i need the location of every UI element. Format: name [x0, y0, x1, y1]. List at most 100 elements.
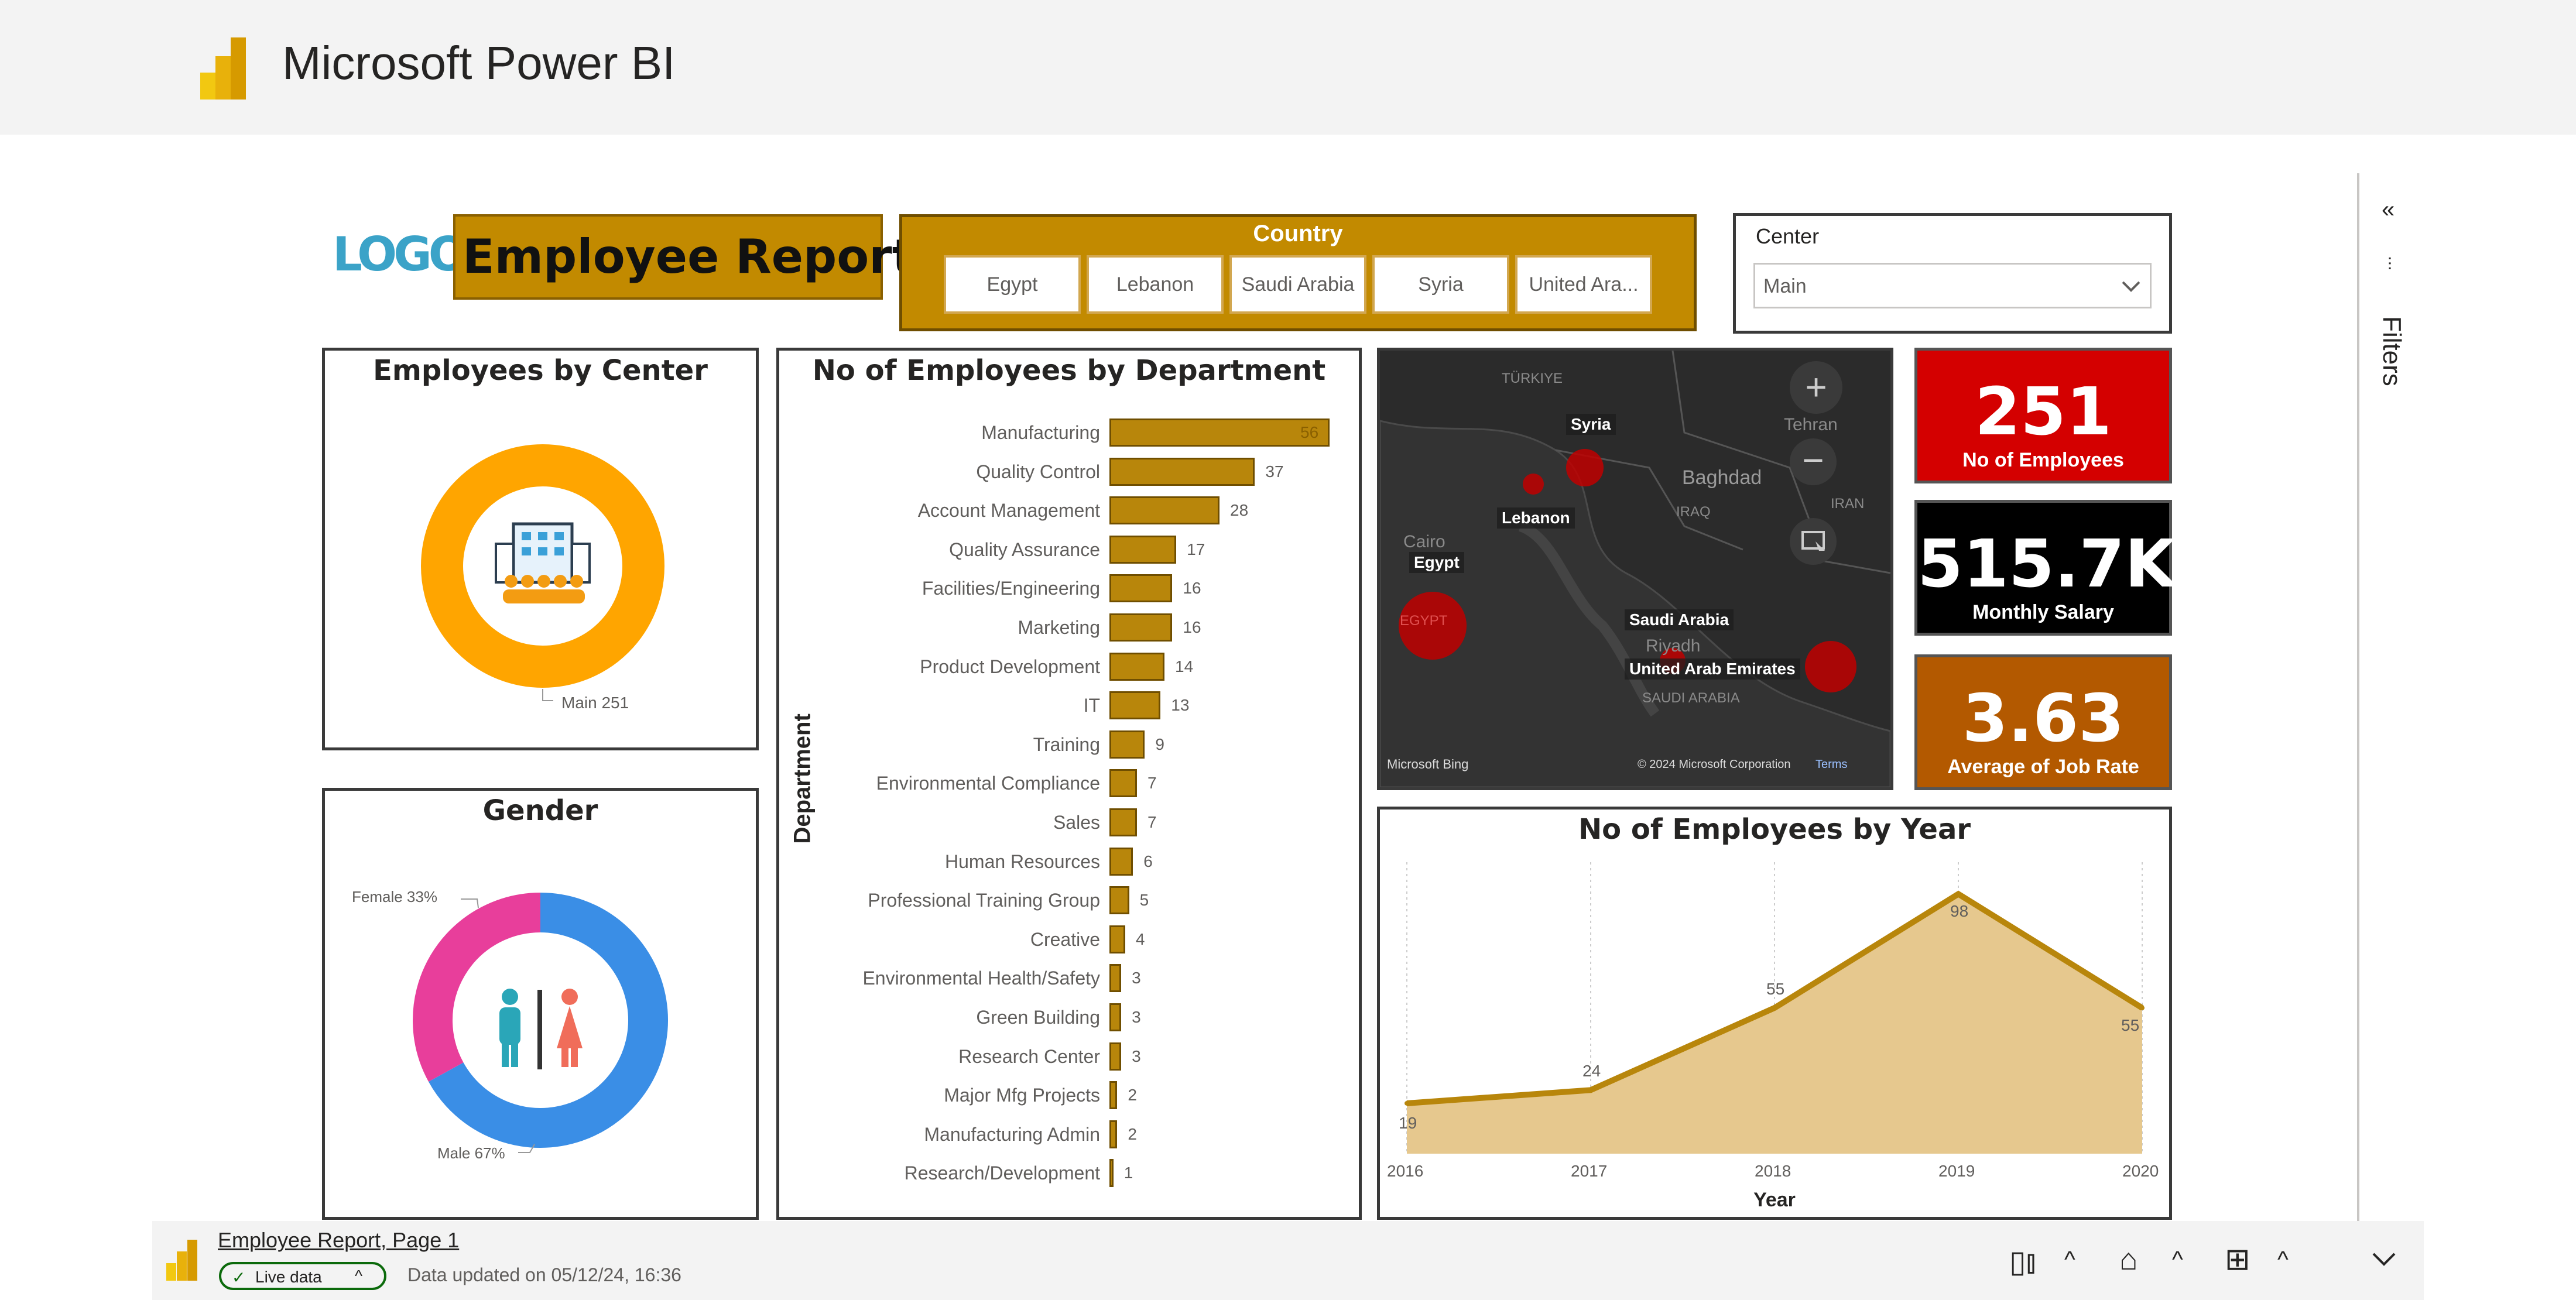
department-bar[interactable] [1109, 808, 1137, 836]
employees-by-center-title: Employees by Center [373, 354, 708, 387]
department-value-label: 13 [1171, 696, 1190, 715]
department-bar[interactable] [1109, 691, 1161, 720]
employees-by-center-card: Employees by Center Main 251 [322, 348, 759, 750]
department-bar[interactable] [1109, 419, 1330, 447]
country-option-uae[interactable]: United Ara... [1515, 255, 1652, 314]
gender-title: Gender [482, 794, 598, 827]
year-value-label: 55 [2121, 1016, 2140, 1034]
power-bi-logo-icon [200, 37, 246, 100]
department-label: Manufacturing [981, 422, 1100, 443]
department-bar[interactable] [1109, 1159, 1114, 1188]
department-value-label: 6 [1143, 852, 1153, 870]
year-value-label: 98 [1950, 902, 1969, 921]
department-value-label: 16 [1183, 579, 1201, 598]
map-label-iraq: IRAQ [1676, 504, 1711, 520]
chevron-down-icon [2122, 281, 2140, 292]
year-point [1772, 1006, 1777, 1010]
department-bar[interactable] [1109, 613, 1173, 642]
year-axis-label: Year [1753, 1189, 1796, 1211]
male-slice [429, 893, 668, 1148]
map-label-uae: United Arab Emirates [1625, 658, 1800, 680]
lasso-select-icon [1801, 531, 1825, 551]
filters-pane-label[interactable]: Filters [2378, 316, 2406, 386]
chevron-down-icon-footer[interactable] [2371, 1250, 2397, 1268]
country-option-egypt[interactable]: Egypt [944, 255, 1081, 314]
country-option-lebanon[interactable]: Lebanon [1087, 255, 1224, 314]
map-label-cairo: Cairo [1403, 532, 1445, 551]
department-bar[interactable] [1109, 1003, 1122, 1031]
bubble-egypt [1399, 592, 1467, 660]
map-label-iran: IRAN [1831, 496, 1865, 512]
year-value-label: 55 [1766, 980, 1785, 998]
kpi-employees-card: 251 No of Employees [1914, 348, 2172, 483]
year-tick-label: 2018 [1755, 1162, 1791, 1180]
department-bar[interactable] [1109, 925, 1125, 953]
department-bar[interactable] [1109, 1042, 1122, 1071]
center-donut-ring [421, 444, 664, 688]
year-tick-label: 2019 [1938, 1162, 1975, 1180]
department-bar[interactable] [1109, 769, 1137, 798]
department-label: Environmental Health/Safety [862, 968, 1100, 989]
collapse-filters-button[interactable]: « [2382, 197, 2395, 222]
department-value-label: 7 [1147, 813, 1157, 831]
visual-analytics-icon[interactable]: ▯⫾ [2009, 1245, 2036, 1279]
department-bar[interactable] [1109, 886, 1129, 915]
department-label: IT [1083, 695, 1100, 716]
center-dropdown-value: Main [1763, 275, 1807, 297]
department-value-label: 5 [1139, 891, 1149, 910]
department-label: Product Development [920, 656, 1100, 677]
center-dropdown[interactable]: Main [1753, 263, 2152, 308]
department-bar[interactable] [1109, 496, 1220, 525]
report-title-banner: Employee Report [453, 214, 914, 300]
format-brush-icon[interactable]: ⌂ [2119, 1243, 2138, 1277]
kpi-salary-label: Monthly Salary [1972, 601, 2114, 623]
map-terms-link[interactable]: Terms [1815, 758, 1848, 771]
country-option-syria[interactable]: Syria [1372, 255, 1509, 314]
department-label: Professional Training Group [868, 890, 1100, 911]
department-bar[interactable] [1109, 652, 1164, 681]
bubble-uae [1805, 641, 1856, 692]
filter-funnel-icon: ⫶ [2387, 255, 2392, 275]
page-name-link[interactable]: Employee Report, Page 1 [218, 1228, 460, 1252]
chevron-up-icon: ^ [355, 1267, 363, 1285]
department-value-label: 3 [1132, 969, 1141, 987]
year-chart-title: No of Employees by Year [1578, 813, 1971, 846]
department-bar[interactable] [1109, 535, 1177, 564]
year-tick-label: 2016 [1387, 1162, 1424, 1180]
department-bar[interactable] [1109, 1081, 1118, 1110]
kpi-employees-value: 251 [1975, 374, 2112, 450]
chevron-up-icon-1[interactable]: ^ [2064, 1247, 2075, 1272]
map-label-syria: Syria [1566, 414, 1616, 435]
department-bar[interactable] [1109, 574, 1173, 603]
department-label: Training [1033, 733, 1100, 755]
department-label: Facilities/Engineering [922, 578, 1100, 599]
department-label: Environmental Compliance [876, 773, 1100, 794]
year-area-chart [1405, 862, 2145, 1154]
map-zoom-out-button[interactable]: − [1790, 438, 1837, 485]
department-value-label: 4 [1135, 929, 1145, 948]
map-brand: Microsoft Bing [1387, 757, 1469, 771]
year-point [2140, 1006, 2145, 1010]
country-option-saudi-arabia[interactable]: Saudi Arabia [1229, 255, 1366, 314]
department-value-label: 14 [1175, 657, 1194, 675]
map-zoom-in-button[interactable]: + [1790, 361, 1842, 414]
chevron-up-icon-3[interactable]: ^ [2277, 1247, 2289, 1272]
live-data-badge[interactable]: ✓ Live data ^ [219, 1262, 386, 1290]
chevron-up-icon-2[interactable]: ^ [2172, 1247, 2183, 1272]
map-select-button[interactable] [1790, 518, 1837, 565]
department-bar[interactable] [1109, 1120, 1118, 1148]
female-label: Female 33% [352, 888, 437, 905]
department-value-label: 16 [1183, 618, 1201, 636]
department-bar[interactable] [1109, 457, 1255, 486]
department-bar[interactable] [1109, 964, 1122, 993]
map-label-turkiye: TÜRKIYE [1502, 371, 1563, 386]
department-bar[interactable] [1109, 730, 1145, 759]
map-label-riyadh: Riyadh [1646, 636, 1701, 656]
year-tick-label: 2020 [2122, 1162, 2159, 1180]
department-bar[interactable] [1109, 847, 1133, 876]
build-visual-icon[interactable]: ⊞ [2225, 1243, 2250, 1277]
department-label: Human Resources [945, 850, 1100, 872]
footer-bar: Employee Report, Page 1 ✓ Live data ^ Da… [152, 1221, 2424, 1300]
department-label: Quality Control [976, 461, 1100, 482]
live-data-label: Live data [255, 1268, 322, 1286]
